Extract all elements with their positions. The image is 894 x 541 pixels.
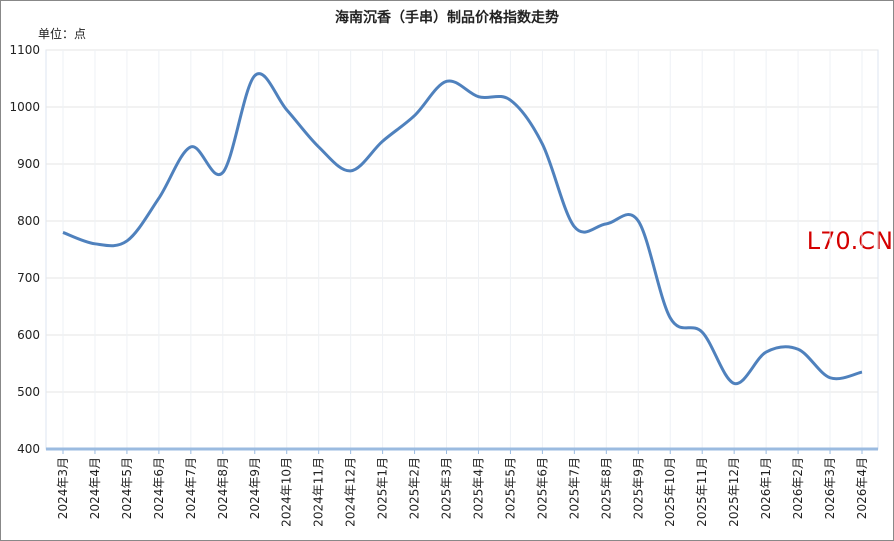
watermark: L70.CN [807,227,893,255]
x-tick-label: 2024年11月 [312,457,326,527]
x-tick-label: 2025年9月 [631,457,645,519]
x-tick-label: 2024年10月 [280,457,294,527]
x-tick-label: 2024年5月 [120,457,134,519]
y-tick-label: 700 [17,271,40,285]
x-tick-label: 2025年2月 [408,457,422,519]
y-tick-label: 500 [17,385,40,399]
x-tick-label: 2025年12月 [727,457,741,527]
x-tick-label: 2025年3月 [440,457,454,519]
y-tick-label: 900 [17,157,40,171]
x-tick-label: 2025年4月 [471,457,485,519]
y-tick-label: 1100 [9,43,40,57]
x-tick-label: 2025年5月 [503,457,517,519]
x-tick-label: 2024年6月 [152,457,166,519]
x-tick-label: 2025年1月 [376,457,390,519]
x-tick-label: 2024年9月 [248,457,262,519]
x-tick-label: 2026年2月 [791,457,805,519]
x-tick-label: 2024年3月 [56,457,70,519]
x-tick-label: 2025年7月 [567,457,581,519]
y-tick-label: 800 [17,214,40,228]
chart-title: 海南沉香（手串）制品价格指数走势 [335,9,559,26]
x-tick-label: 2026年1月 [759,457,773,519]
x-tick-label: 2026年4月 [855,457,869,519]
unit-label: 单位：点 [38,26,86,41]
x-tick-label: 2024年7月 [184,457,198,519]
x-tick-label: 2024年12月 [344,457,358,527]
x-tick-label: 2025年6月 [535,457,549,519]
x-tick-label: 2024年4月 [88,457,102,519]
x-tick-label: 2026年3月 [823,457,837,519]
x-tick-label: 2025年10月 [663,457,677,527]
line [62,72,863,385]
x-tick-label: 2025年8月 [599,457,613,519]
y-tick-label: 1000 [9,100,40,114]
x-tick-label: 2024年8月 [216,457,230,519]
x-tick-label: 2025年11月 [695,457,709,527]
y-tick-label: 600 [17,328,40,342]
y-tick-label: 400 [17,442,40,456]
